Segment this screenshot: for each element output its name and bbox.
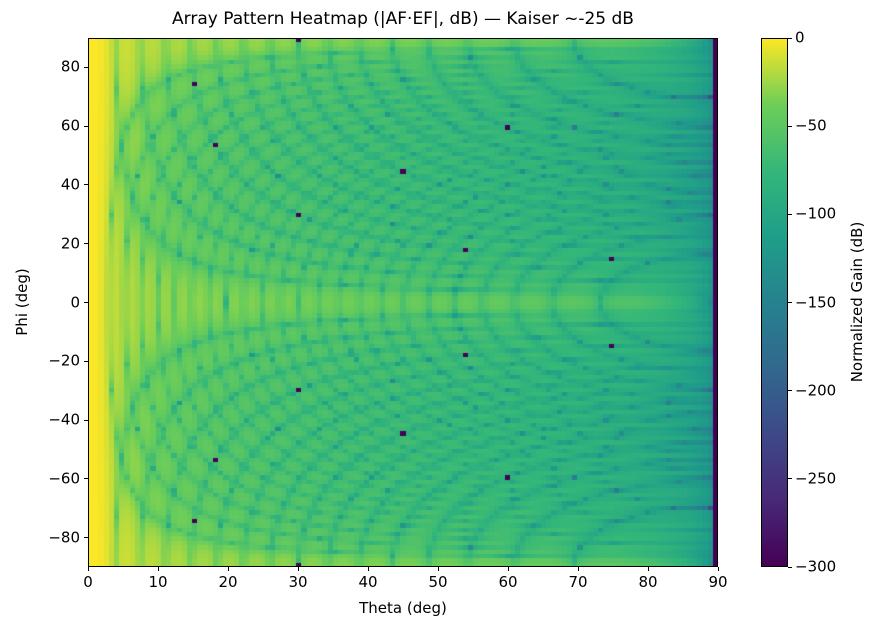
y-tick-label: 80 <box>60 57 80 76</box>
y-tick-label: −80 <box>48 528 80 547</box>
y-tick-mark <box>84 302 88 303</box>
y-tick-label: −40 <box>48 410 80 429</box>
x-tick-label: 0 <box>83 573 93 591</box>
heatmap-canvas <box>88 38 718 567</box>
colorbar-tick-label: −50 <box>795 116 827 135</box>
colorbar-canvas <box>761 38 788 567</box>
y-tick-label: 40 <box>60 175 80 194</box>
y-axis-label: Phi (deg) <box>13 268 31 336</box>
x-tick-label: 90 <box>708 573 728 591</box>
x-tick-label: 30 <box>288 573 308 591</box>
colorbar-tick-mark <box>788 302 792 303</box>
x-tick-label: 50 <box>428 573 448 591</box>
colorbar-tick-mark <box>788 125 792 127</box>
x-tick-mark <box>647 567 649 571</box>
x-tick-label: 20 <box>218 573 238 591</box>
x-tick-mark <box>437 567 439 571</box>
y-tick-mark <box>84 537 88 539</box>
y-tick-label: −20 <box>48 351 80 370</box>
y-tick-mark <box>84 419 88 421</box>
x-axis-label: Theta (deg) <box>359 599 447 617</box>
colorbar-label: Normalized Gain (dB) <box>848 221 866 383</box>
y-tick-mark <box>84 360 88 362</box>
colorbar-tick-mark <box>788 566 792 568</box>
y-tick-mark <box>84 125 88 127</box>
y-tick-label: 0 <box>70 293 80 311</box>
x-tick-label: 60 <box>498 573 518 591</box>
x-tick-mark <box>717 567 719 571</box>
colorbar-tick-label: −250 <box>795 469 837 488</box>
x-tick-label: 80 <box>638 573 658 591</box>
y-tick-label: 60 <box>60 116 80 135</box>
colorbar-tick-label: −150 <box>795 293 837 311</box>
y-tick-mark <box>84 243 88 245</box>
y-tick-label: −60 <box>48 469 80 488</box>
y-tick-mark <box>84 184 88 186</box>
colorbar-tick-mark <box>788 213 792 215</box>
x-tick-label: 70 <box>568 573 588 591</box>
x-tick-label: 10 <box>148 573 168 591</box>
x-tick-mark <box>227 567 229 571</box>
x-tick-mark <box>507 567 509 571</box>
colorbar-tick-mark <box>788 37 792 39</box>
x-tick-label: 40 <box>358 573 378 591</box>
colorbar-tick-label: 0 <box>795 28 805 47</box>
colorbar-tick-label: −300 <box>795 557 837 576</box>
x-tick-mark <box>577 567 579 571</box>
colorbar-tick-mark <box>788 390 792 392</box>
x-tick-mark <box>157 567 159 571</box>
x-tick-mark <box>87 567 89 571</box>
colorbar-tick-label: −200 <box>795 381 837 400</box>
colorbar-tick-label: −100 <box>795 204 837 223</box>
x-tick-mark <box>297 567 299 571</box>
y-tick-mark <box>84 478 88 480</box>
colorbar-tick-mark <box>788 478 792 480</box>
y-tick-mark <box>84 66 88 68</box>
chart-title: Array Pattern Heatmap (|AF·EF|, dB) — Ka… <box>172 9 634 29</box>
y-tick-label: 20 <box>60 234 80 253</box>
x-tick-mark <box>367 567 369 571</box>
